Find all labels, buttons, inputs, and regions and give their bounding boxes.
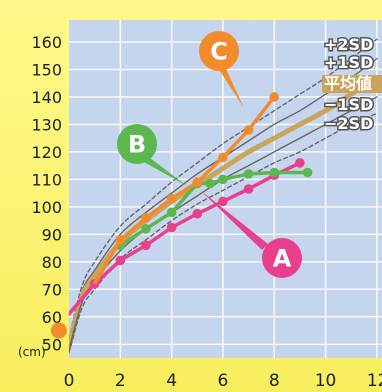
y-tick-label: 100 [31, 198, 62, 217]
x-tick-label: 8 [269, 371, 280, 391]
series-point-a [218, 196, 228, 207]
series-point-a [295, 158, 305, 168]
y-tick-label: 110 [31, 170, 62, 189]
y-tick-label: 90 [42, 225, 62, 244]
reference-curve-mean [69, 75, 380, 350]
x-tick-label: 4 [166, 371, 177, 391]
y-tick-label: 60 [42, 308, 62, 327]
sd-label-minus-2sd: −2SD [324, 114, 373, 133]
series-point-b [269, 167, 280, 178]
y-tick-label: 130 [31, 115, 62, 134]
sd-label-mean: 平均値 [324, 74, 372, 93]
callout-bubble-c [199, 31, 239, 71]
series-point-c [269, 92, 280, 102]
y-tick-label: 120 [31, 143, 62, 162]
series-point-a [243, 184, 254, 194]
sd-label-minus-1sd: −1SD [324, 95, 373, 114]
mean-label-box [322, 75, 382, 93]
series-point-b [302, 167, 313, 178]
series-point-a [166, 222, 177, 233]
data-series [69, 92, 313, 317]
series-point-a [192, 208, 203, 219]
series-line-a-start [69, 282, 96, 317]
sd-labels: +2SD+1SD 平均値 −1SD−2SD [322, 34, 382, 135]
series-point-a [115, 255, 126, 266]
y-tick-label: 80 [42, 253, 62, 272]
x-tick-label: 2 [115, 371, 126, 391]
birth-point [50, 322, 67, 339]
x-tick-label: 12(歳) [367, 371, 382, 391]
x-tick-label: 10 [315, 371, 337, 391]
series-point-c [166, 193, 177, 204]
reference-curve-plus-2sd [69, 38, 378, 340]
callout-tail-a [200, 190, 268, 250]
series-point-b [218, 174, 228, 185]
sd-label-plus-1sd: +1SD [324, 53, 373, 72]
birth-point-marker [50, 322, 67, 339]
y-tick-label: 150 [31, 60, 62, 79]
series-point-b [141, 224, 151, 234]
y-tick-label: 70 [42, 280, 62, 299]
y-tick-label: 160 [31, 33, 62, 52]
y-tick-label: 140 [31, 88, 62, 107]
series-point-c [243, 125, 254, 135]
callout-bubble-b [117, 124, 157, 164]
callout-label-a: A [273, 245, 292, 273]
x-tick-label: 0 [64, 371, 75, 391]
series-point-c [192, 177, 203, 187]
y-axis-unit: (cm) [18, 345, 46, 359]
series-point-c [141, 213, 151, 223]
callout-label-c: C [210, 38, 228, 66]
series-point-b [205, 178, 215, 189]
x-tick-label: 6 [218, 371, 229, 391]
series-point-c [218, 152, 228, 163]
series-point-b [166, 207, 177, 218]
series-point-b [243, 169, 254, 179]
callout-label-b: B [128, 131, 146, 159]
callout-tail-c [220, 69, 244, 108]
reference-curve-plus-1sd [69, 57, 378, 343]
callout-bubble-a [262, 238, 302, 278]
sd-label-plus-2sd: +2SD [324, 35, 373, 54]
series-point-a [141, 240, 151, 251]
callout-tail-b [144, 158, 187, 186]
y-tick-label: 50 [42, 335, 62, 354]
x-axis-ticks: 0 2 4 6 8 10 12(歳) [64, 371, 382, 391]
series-line-c-start [93, 238, 122, 285]
y-axis-ticks: 160 150 140 130 120 110 100 90 80 70 60 50 [31, 33, 62, 354]
series-callouts: A B C [117, 31, 302, 278]
